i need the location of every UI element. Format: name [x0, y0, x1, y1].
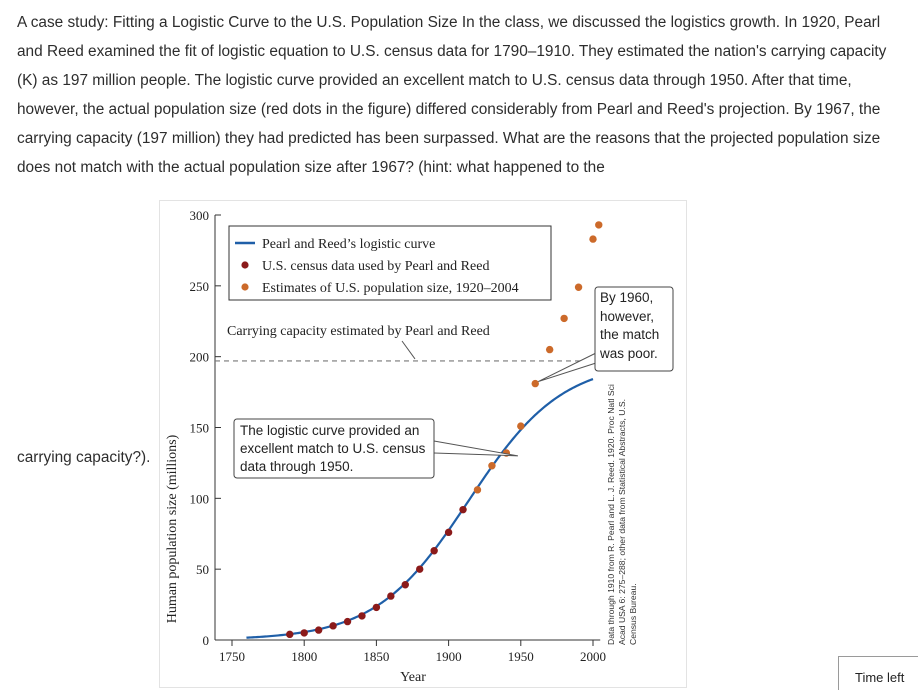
match-poor-pointer	[538, 352, 597, 383]
question-text: A case study: Fitting a Logistic Curve t…	[17, 14, 887, 176]
x-tick-label: 1750	[219, 649, 245, 664]
population-figure: 0 50 100 150 200 250 300 1750 1800 1850 1900 1950 20…	[160, 201, 686, 687]
y-tick-label: 200	[190, 350, 210, 365]
callout-match-poor: By 1960, however, the match was poor.	[594, 286, 674, 372]
estimate-point	[545, 345, 554, 354]
legend-census-swatch	[241, 261, 249, 269]
logistic-curve	[246, 378, 594, 639]
population-chart: 0 50 100 150 200 250 300 1750 1800 1850 1900 1950 20…	[165, 208, 674, 685]
callout-excellent-match: The logistic curve provided an excellent…	[233, 418, 435, 479]
y-tick-label: 50	[196, 562, 209, 577]
callout-match-poor-text: By 1960, however, the match was poor.	[600, 290, 660, 361]
time-left-label: Time left	[855, 670, 905, 685]
census-point	[459, 505, 467, 514]
legend-estimates-swatch	[241, 283, 249, 291]
estimate-point	[595, 221, 603, 229]
estimate-point	[517, 422, 525, 430]
estimate-point	[589, 235, 597, 243]
census-point	[314, 626, 323, 634]
census-point	[343, 617, 352, 626]
carrying-capacity-label: Carrying capacity estimated by Pearl and…	[227, 324, 490, 339]
estimate-point	[574, 283, 583, 291]
y-tick-label: 0	[203, 633, 210, 648]
x-axis-title: Year	[400, 670, 426, 685]
legend-census-label: U.S. census data used by Pearl and Reed	[262, 259, 489, 274]
estimate-point	[531, 379, 539, 388]
census-point	[387, 592, 395, 600]
legend: Pearl and Reed’s logistic curve U.S. cen…	[228, 225, 552, 301]
x-tick-label: 1950	[508, 649, 534, 664]
x-tick-label: 1900	[436, 649, 462, 664]
legend-estimates-label: Estimates of U.S. population size, 1920–…	[262, 281, 519, 296]
census-point	[416, 565, 424, 573]
census-point	[372, 603, 381, 612]
x-tick-label: 2000	[580, 649, 606, 664]
source-note: Data through 1910 from R. Pearl and L. J…	[606, 384, 636, 645]
x-tick-label: 1850	[363, 649, 389, 664]
y-tick-label: 150	[190, 421, 210, 436]
capacity-label-pointer	[401, 340, 416, 360]
legend-curve-label: Pearl and Reed’s logistic curve	[262, 237, 435, 252]
callout-excellent-match-text: The logistic curve provided an excellent…	[240, 423, 426, 474]
time-left-tab[interactable]: Time left	[838, 656, 918, 690]
census-point	[358, 612, 366, 620]
y-axis-title: Human population size (millions)	[165, 434, 180, 623]
y-tick-label: 100	[190, 491, 210, 506]
estimate-point	[488, 462, 496, 470]
census-point	[286, 630, 294, 639]
excellent-match-pointer	[433, 440, 518, 457]
y-tick-label: 300	[190, 208, 210, 223]
y-tick-label: 250	[190, 279, 210, 294]
census-point	[300, 629, 308, 637]
census-point	[430, 547, 438, 555]
question-tail-text: carrying capacity?).	[17, 449, 151, 466]
census-point	[444, 528, 453, 537]
census-point	[329, 622, 337, 630]
census-point	[401, 581, 409, 589]
estimate-point	[473, 486, 482, 494]
x-tick-label: 1800	[291, 649, 317, 664]
estimate-point	[560, 314, 568, 323]
